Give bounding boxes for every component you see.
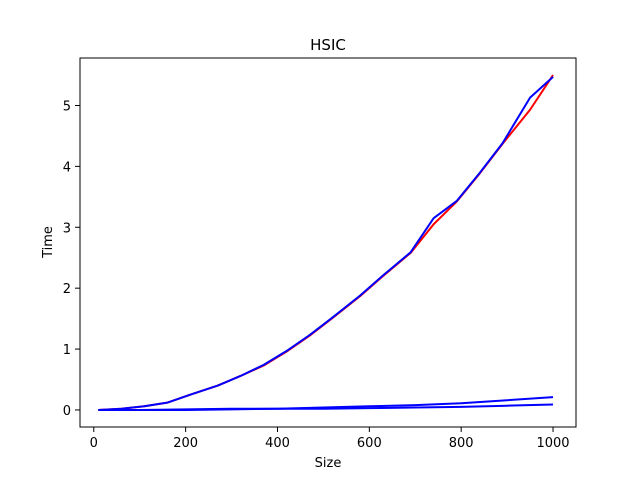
x-tick-label: 1000 — [536, 436, 569, 451]
x-tick-label: 600 — [357, 436, 382, 451]
y-axis: 0 1 2 3 4 5 — [63, 99, 80, 419]
x-axis-label: Size — [315, 456, 342, 471]
series-line-4 — [98, 403, 554, 411]
y-tick-label: 3 — [63, 221, 71, 236]
plot-frame — [79, 57, 577, 428]
x-tick-label: 0 — [90, 436, 98, 451]
y-tick-label: 4 — [63, 160, 71, 175]
series-line-1 — [98, 74, 554, 411]
y-tick-label: 0 — [63, 404, 71, 419]
y-tick-label: 1 — [63, 343, 71, 358]
x-tick-label: 400 — [265, 436, 290, 451]
x-axis: 0 200 400 600 800 1000 — [90, 427, 570, 451]
series-line-2 — [98, 76, 554, 411]
y-tick-label: 5 — [63, 99, 71, 114]
x-tick-label: 800 — [449, 436, 474, 451]
series-layer — [98, 74, 554, 411]
y-tick-label: 2 — [63, 282, 71, 297]
y-axis-label: Time — [41, 226, 56, 259]
chart-title: HSIC — [310, 36, 346, 54]
x-tick-label: 200 — [173, 436, 198, 451]
